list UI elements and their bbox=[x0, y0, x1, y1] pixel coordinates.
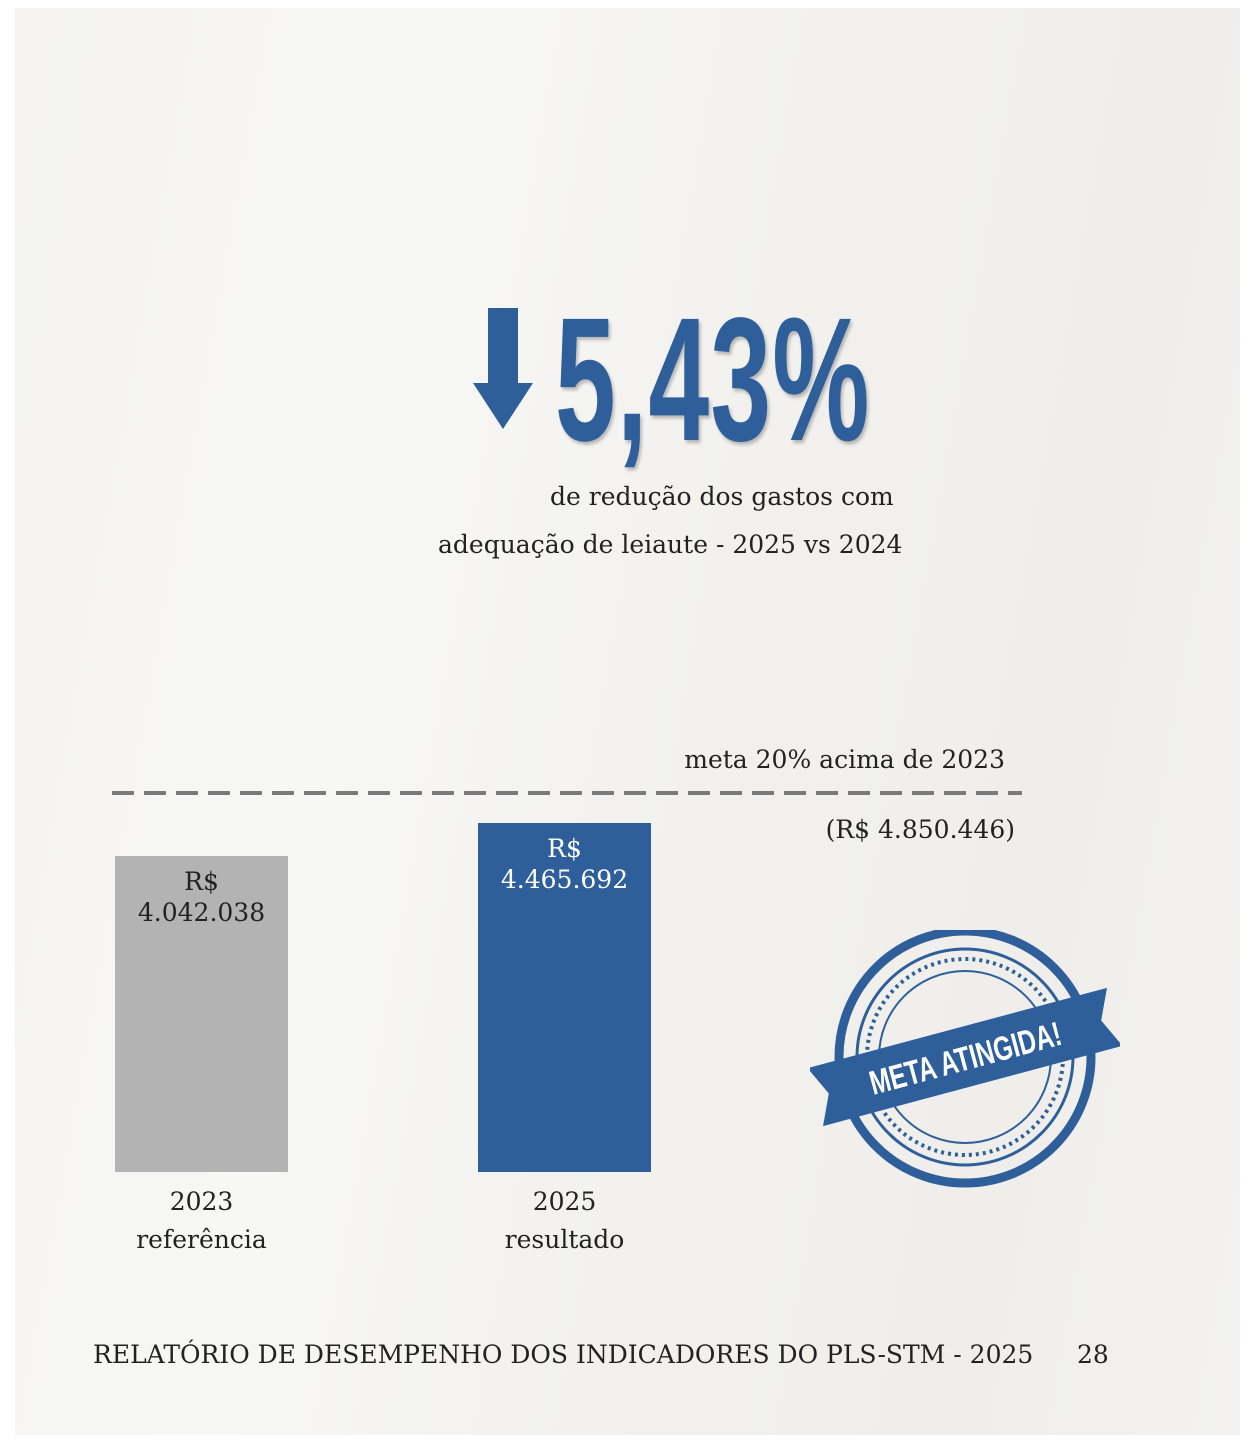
x-tick-note: referência bbox=[102, 1225, 302, 1255]
down-arrow bbox=[470, 305, 540, 435]
target-line-box bbox=[110, 788, 1030, 798]
x-tick-note: resultado bbox=[465, 1225, 665, 1255]
target-label: meta 20% acima de 2023 bbox=[684, 745, 1005, 774]
headline: 5,43% bbox=[555, 292, 871, 468]
x-tick-label: 2025 bbox=[465, 1187, 665, 1217]
subtitle: adequação de leiaute - 2025 vs 2024 bbox=[438, 530, 902, 559]
footer-title: RELATÓRIO DE DESEMPENHO DOS INDICADORES … bbox=[93, 1340, 1033, 1369]
subtitle: de redução dos gastos com bbox=[550, 482, 894, 511]
value-label: R$ 4.465.692 bbox=[488, 823, 641, 895]
target-value-label: (R$ 4.850.446) bbox=[826, 815, 1015, 844]
page-number: 28 bbox=[1077, 1340, 1109, 1369]
value-label: R$ 4.042.038 bbox=[125, 856, 278, 928]
background bbox=[15, 8, 1240, 1435]
page: 5,43% de redução dos gastos com adequaçã… bbox=[0, 0, 1253, 1442]
x-tick-label: 2023 bbox=[102, 1187, 302, 1217]
stamp: META ATINGIDA! bbox=[810, 930, 1120, 1200]
